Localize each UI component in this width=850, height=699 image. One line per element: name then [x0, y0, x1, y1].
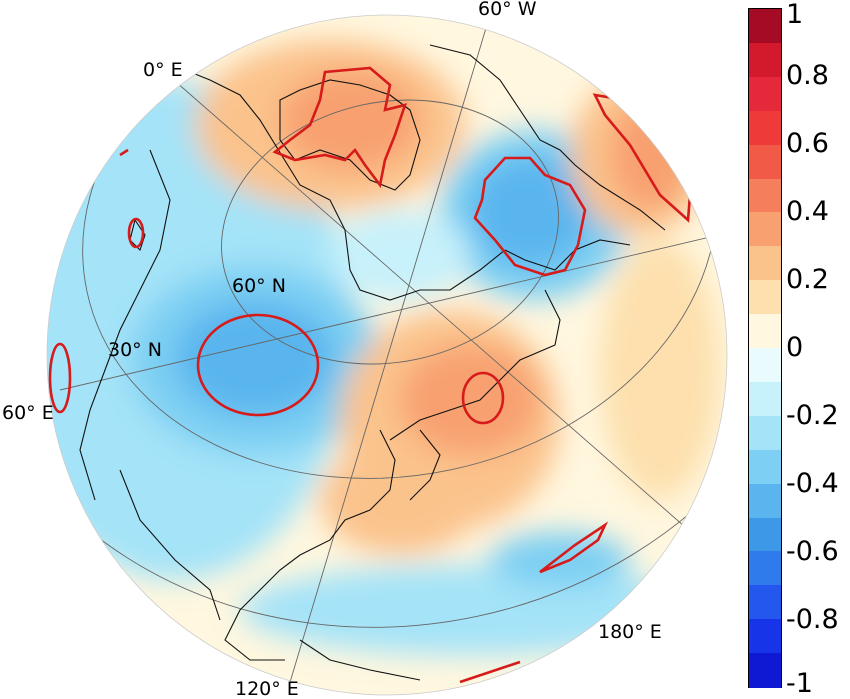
- parallel-0: [47, 15, 727, 628]
- coast-india: [119, 469, 221, 621]
- globe: [47, 15, 727, 695]
- colorbar-tick-label: 0.4: [786, 196, 829, 227]
- contour-alaska: [473, 156, 587, 277]
- colorbar-tick-label: -0.8: [786, 604, 839, 635]
- colorbar-swatch: [749, 585, 781, 620]
- colorbar-swatch: [749, 280, 781, 315]
- colorbar-swatch: [749, 348, 781, 383]
- label-lon-180e: 180° E: [598, 621, 662, 643]
- coast-alaska: [504, 239, 631, 271]
- contour-bottom-edge: [459, 660, 521, 684]
- coast-west: [79, 149, 171, 501]
- globe-outline: [46, 14, 728, 696]
- contour-pacific: [539, 521, 609, 574]
- colorbar-tick-label: -0.4: [786, 468, 839, 499]
- label-lat-30n: 30° N: [108, 339, 162, 361]
- colorbar-swatch: [749, 483, 781, 519]
- colorbar-swatch: [749, 517, 781, 552]
- contour-small: [119, 148, 129, 157]
- meridian-0: [159, 67, 701, 541]
- label-lon-0: 0° E: [143, 59, 183, 81]
- coastlines: [79, 44, 666, 681]
- colorbar-swatch: [749, 110, 781, 146]
- coast-north-america: [429, 44, 666, 231]
- contour-west-edge: [48, 342, 72, 414]
- colorbar-tick-label: 0: [786, 332, 804, 363]
- correlation-map: 0° E 60° W 60° N 30° N 60° E 120° E 180°…: [2, 0, 728, 699]
- label-lon-120e: 120° E: [235, 678, 299, 699]
- contour-britain: [127, 217, 145, 249]
- colorbar-swatch: [749, 76, 781, 112]
- field-negative-pacific: [490, 532, 630, 588]
- field-negative-alaska-core: [470, 157, 590, 267]
- field-positive-greenland-core: [280, 70, 420, 170]
- colorbar-tick-label: 0.6: [786, 128, 829, 159]
- colorbar-swatch: [749, 246, 781, 281]
- colorbar-swatch: [749, 449, 781, 485]
- coast-europe: [184, 69, 506, 301]
- field-positive-china: [320, 445, 480, 555]
- colorbar-swatch: [749, 619, 781, 654]
- coast-korea-japan: [409, 429, 441, 501]
- colorbar-swatch: [749, 212, 781, 247]
- colorbar-swatch: [749, 144, 781, 180]
- label-lat-60n: 60° N: [232, 275, 286, 297]
- colorbar-swatch: [749, 653, 781, 688]
- colorbar-swatch: [749, 9, 781, 44]
- coast-china: [224, 429, 396, 661]
- parallel-60n: [221, 99, 559, 365]
- meridian-60e: [59, 229, 727, 391]
- colorbar-tick-label: -0.2: [786, 400, 839, 431]
- colorbar-swatch: [749, 314, 781, 349]
- colorbar-swatch: [749, 42, 781, 78]
- colorbar-tick-label: -1: [786, 668, 813, 699]
- label-lon-60w: 60° W: [478, 0, 537, 20]
- coast-maritime: [299, 639, 421, 681]
- label-lon-60e: 60° E: [2, 402, 54, 424]
- coast-greenland: [279, 79, 421, 191]
- meridian-60w: [284, 15, 493, 695]
- contour-siberia: [196, 313, 320, 417]
- contour-greenland: [272, 66, 407, 189]
- colorbar-tick-label: 1: [786, 0, 804, 30]
- significance-contours: [48, 23, 692, 684]
- field-positive-east-asia-core: [400, 345, 540, 455]
- colorbar-tick-label: 0.8: [786, 60, 829, 91]
- colorbar-swatch: [749, 178, 781, 213]
- colorbar-tick-label: -0.6: [786, 536, 839, 567]
- contour-japan: [461, 371, 505, 425]
- coast-east-asia: [389, 289, 561, 441]
- colorbar: [748, 8, 782, 688]
- colorbar-swatch: [749, 381, 781, 417]
- colorbar-swatch: [749, 551, 781, 586]
- field-positive-ne-core: [610, 100, 690, 210]
- field-negative-pole: [330, 210, 470, 300]
- colorbar-swatch: [749, 415, 781, 451]
- colorbar-tick-label: 0.2: [786, 264, 829, 295]
